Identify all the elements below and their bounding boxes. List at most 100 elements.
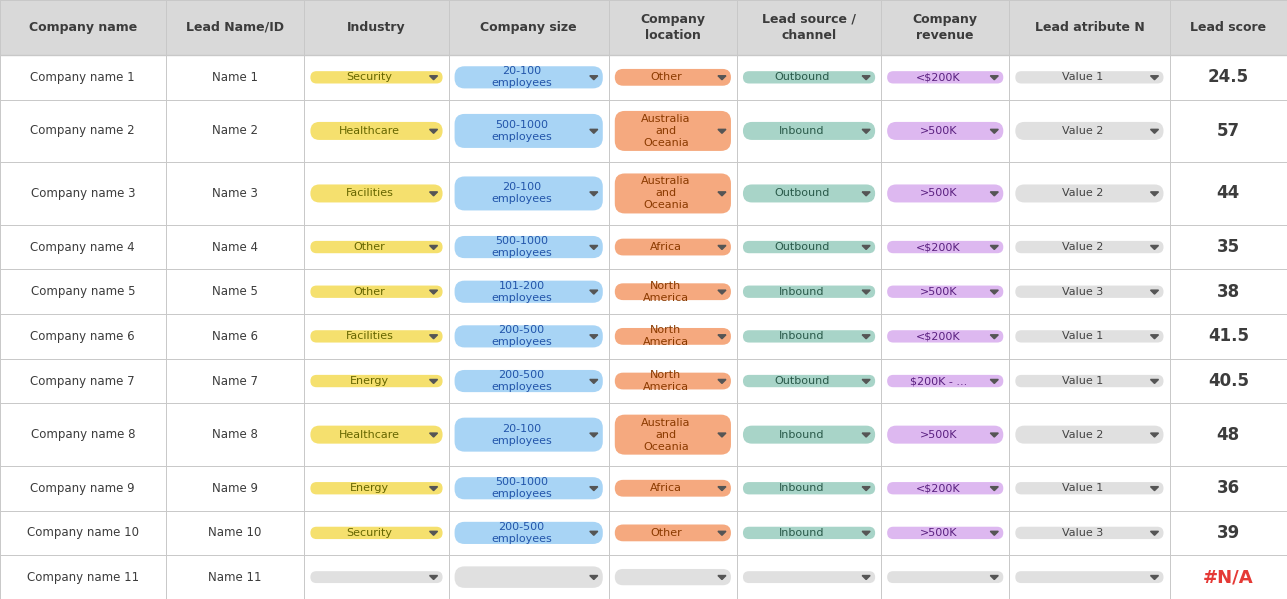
Text: Healthcare: Healthcare	[338, 126, 400, 136]
Polygon shape	[718, 246, 726, 249]
Polygon shape	[1151, 486, 1158, 491]
Text: Other: Other	[650, 528, 682, 538]
FancyBboxPatch shape	[743, 330, 875, 343]
FancyBboxPatch shape	[743, 241, 875, 253]
Text: 500-1000
employees: 500-1000 employees	[492, 477, 552, 499]
FancyBboxPatch shape	[615, 238, 731, 255]
Text: Company name 2: Company name 2	[31, 125, 135, 137]
FancyBboxPatch shape	[454, 325, 602, 347]
Text: Facilities: Facilities	[345, 331, 394, 341]
FancyBboxPatch shape	[887, 375, 1004, 387]
Polygon shape	[718, 531, 726, 536]
Text: Inbound: Inbound	[780, 287, 825, 297]
Polygon shape	[862, 433, 870, 437]
Polygon shape	[990, 75, 999, 80]
Text: Name 11: Name 11	[208, 571, 261, 583]
Text: Value 2: Value 2	[1062, 189, 1103, 198]
Polygon shape	[430, 129, 438, 134]
Text: Value 3: Value 3	[1062, 528, 1103, 538]
Polygon shape	[990, 335, 999, 339]
Text: Name 10: Name 10	[208, 527, 261, 539]
Text: Australia
and
Oceania: Australia and Oceania	[641, 114, 691, 148]
Polygon shape	[718, 486, 726, 491]
Polygon shape	[718, 129, 726, 134]
Text: Lead atribute N: Lead atribute N	[1035, 21, 1144, 34]
FancyBboxPatch shape	[743, 426, 875, 444]
Text: 36: 36	[1216, 479, 1239, 497]
FancyBboxPatch shape	[743, 571, 875, 583]
FancyBboxPatch shape	[310, 426, 443, 444]
Text: <$200K: <$200K	[916, 331, 960, 341]
FancyBboxPatch shape	[1015, 482, 1163, 494]
FancyBboxPatch shape	[454, 418, 602, 452]
FancyBboxPatch shape	[743, 184, 875, 202]
Text: Lead score: Lead score	[1190, 21, 1266, 34]
Text: Industry: Industry	[347, 21, 405, 34]
Text: Security: Security	[346, 72, 393, 82]
FancyBboxPatch shape	[887, 71, 1004, 83]
FancyBboxPatch shape	[887, 330, 1004, 343]
Text: 500-1000
employees: 500-1000 employees	[492, 120, 552, 142]
Polygon shape	[1151, 75, 1158, 80]
Text: 44: 44	[1216, 184, 1239, 202]
Text: North
America: North America	[642, 325, 689, 347]
FancyBboxPatch shape	[310, 241, 443, 253]
Text: Company size: Company size	[480, 21, 577, 34]
Text: $200K - ...: $200K - ...	[910, 376, 967, 386]
Polygon shape	[589, 486, 597, 491]
Text: >500K: >500K	[919, 429, 958, 440]
FancyBboxPatch shape	[1015, 184, 1163, 202]
FancyBboxPatch shape	[1015, 71, 1163, 83]
Polygon shape	[1151, 129, 1158, 134]
FancyBboxPatch shape	[454, 66, 602, 89]
FancyBboxPatch shape	[1015, 241, 1163, 253]
FancyBboxPatch shape	[1015, 426, 1163, 444]
Polygon shape	[430, 486, 438, 491]
FancyBboxPatch shape	[454, 370, 602, 392]
FancyBboxPatch shape	[310, 527, 443, 539]
Text: Value 1: Value 1	[1062, 483, 1103, 493]
Polygon shape	[718, 75, 726, 80]
Polygon shape	[589, 531, 597, 536]
Text: Company name 3: Company name 3	[31, 187, 135, 200]
Polygon shape	[1151, 246, 1158, 249]
Text: Company name 8: Company name 8	[31, 428, 135, 441]
Text: Value 1: Value 1	[1062, 72, 1103, 82]
Polygon shape	[430, 576, 438, 579]
Polygon shape	[862, 379, 870, 383]
Polygon shape	[718, 290, 726, 294]
FancyBboxPatch shape	[887, 286, 1004, 298]
FancyBboxPatch shape	[615, 415, 731, 455]
FancyBboxPatch shape	[743, 527, 875, 539]
Polygon shape	[862, 75, 870, 80]
Text: Other: Other	[354, 287, 385, 297]
Text: Company name 4: Company name 4	[31, 241, 135, 253]
FancyBboxPatch shape	[615, 569, 731, 585]
Polygon shape	[862, 192, 870, 196]
Text: <$200K: <$200K	[916, 72, 960, 82]
Text: Africa: Africa	[650, 483, 682, 493]
Text: 101-200
employees: 101-200 employees	[492, 281, 552, 302]
Polygon shape	[589, 290, 597, 294]
Polygon shape	[990, 290, 999, 294]
Polygon shape	[990, 129, 999, 134]
Polygon shape	[430, 290, 438, 294]
Text: Energy: Energy	[350, 483, 389, 493]
Polygon shape	[990, 192, 999, 196]
Text: <$200K: <$200K	[916, 242, 960, 252]
Text: 200-500
employees: 200-500 employees	[492, 370, 552, 392]
Text: >500K: >500K	[919, 126, 958, 136]
Text: Africa: Africa	[650, 242, 682, 252]
Text: Name 3: Name 3	[212, 187, 257, 200]
Polygon shape	[1151, 433, 1158, 437]
FancyBboxPatch shape	[615, 328, 731, 345]
Polygon shape	[718, 192, 726, 196]
Polygon shape	[718, 433, 726, 437]
FancyBboxPatch shape	[743, 482, 875, 494]
Text: Australia
and
Oceania: Australia and Oceania	[641, 177, 691, 210]
Text: Facilities: Facilities	[345, 189, 394, 198]
Polygon shape	[990, 246, 999, 249]
Text: >500K: >500K	[919, 189, 958, 198]
Polygon shape	[862, 576, 870, 579]
Text: Value 2: Value 2	[1062, 126, 1103, 136]
